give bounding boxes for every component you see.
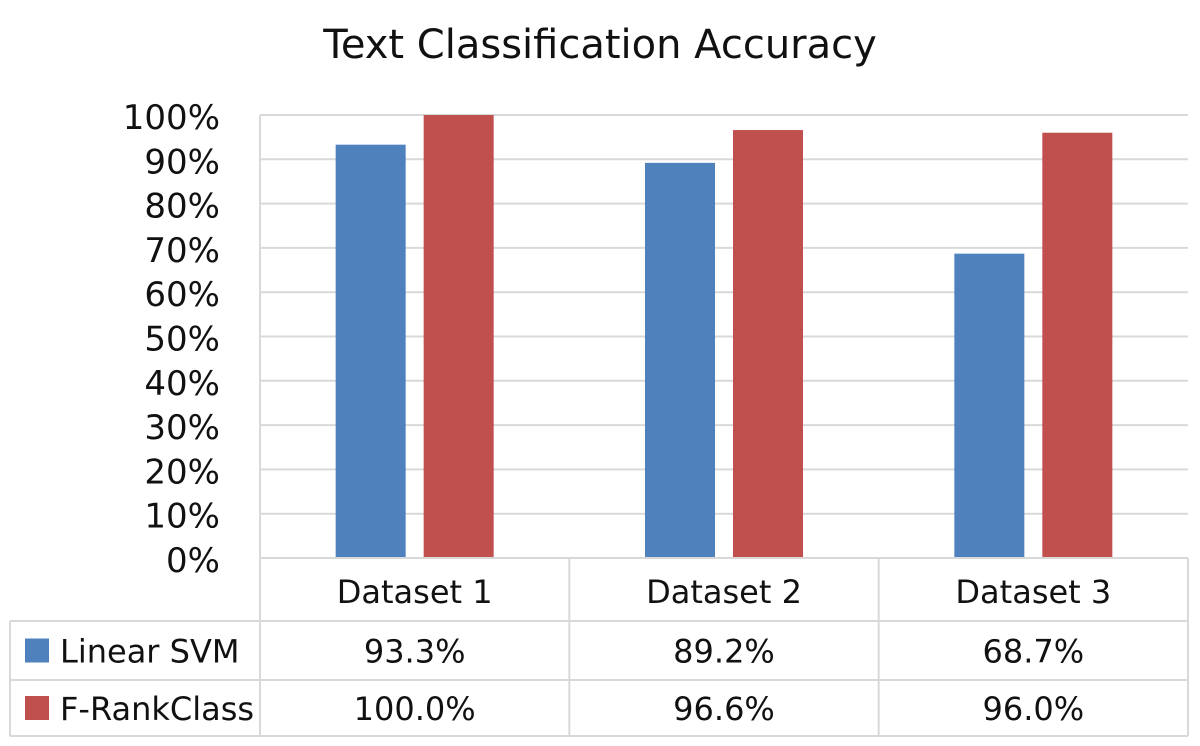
y-tick-label: 90%	[144, 142, 220, 182]
y-tick-label: 60%	[144, 275, 220, 315]
chart-title: Text Classification Accuracy	[323, 22, 877, 68]
x-category-label: Dataset 2	[646, 573, 802, 611]
x-category-label: Dataset 1	[337, 573, 493, 611]
legend-swatch	[25, 638, 49, 663]
y-tick-label: 40%	[144, 364, 220, 404]
bar-linear-svm	[645, 162, 715, 558]
data-label: 89.2%	[673, 633, 775, 671]
y-tick-label: 100%	[123, 98, 220, 138]
bar-f-rankclass	[1042, 132, 1113, 558]
bar-f-rankclass	[423, 115, 494, 558]
bar-linear-svm	[954, 253, 1025, 558]
data-label: 96.6%	[673, 690, 775, 728]
data-label: 100.0%	[354, 690, 476, 728]
y-tick-label: 80%	[144, 187, 220, 227]
bar-f-rankclass	[733, 130, 803, 558]
legend-label: F-RankClass	[60, 690, 254, 728]
y-tick-label: 50%	[144, 320, 220, 360]
y-tick-label: 0%	[166, 541, 220, 581]
legend-swatch	[25, 696, 49, 720]
data-label: 96.0%	[983, 690, 1085, 728]
legend-label: Linear SVM	[60, 633, 239, 671]
y-tick-label: 20%	[144, 452, 220, 492]
data-label: 93.3%	[364, 633, 466, 671]
y-tick-label: 70%	[144, 231, 220, 271]
y-tick-label: 10%	[144, 497, 220, 537]
bar-linear-svm	[335, 144, 406, 558]
y-tick-label: 30%	[144, 408, 220, 448]
data-label: 68.7%	[983, 633, 1085, 671]
x-category-label: Dataset 3	[955, 573, 1111, 611]
